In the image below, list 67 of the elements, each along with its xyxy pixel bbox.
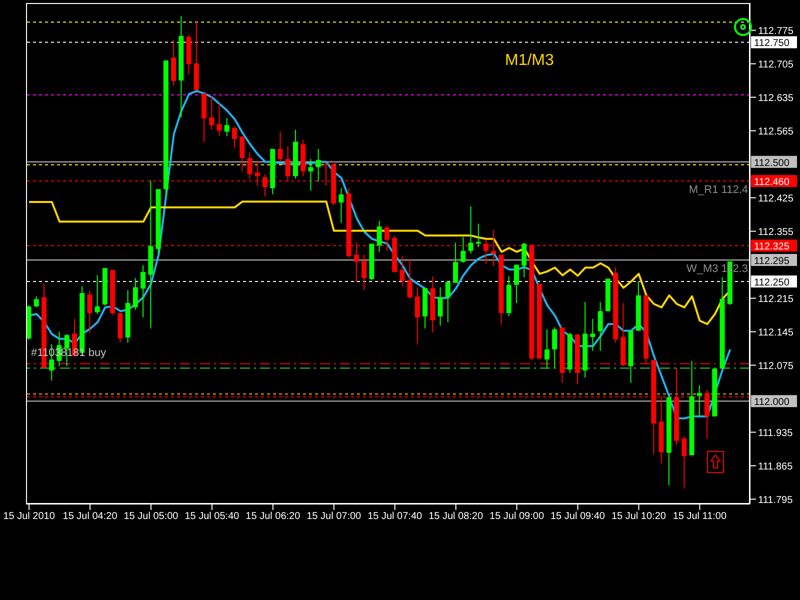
candlestick xyxy=(514,264,519,304)
y-tick-label: 112.565 xyxy=(758,126,794,138)
y-tick-label: 112.635 xyxy=(758,92,794,104)
candlestick xyxy=(216,102,222,137)
candlestick xyxy=(278,131,283,162)
x-tick-label: 15 Jul 05:40 xyxy=(184,511,240,522)
candlestick xyxy=(407,258,412,300)
candlestick xyxy=(338,188,344,224)
text: M1/M3 xyxy=(505,52,554,70)
x-tick-label: 15 Jul 09:40 xyxy=(550,511,606,522)
candlestick xyxy=(240,136,245,172)
x-tick-label: 15 Jul 10:20 xyxy=(611,511,666,522)
ref-line-label: 112.000 xyxy=(754,397,790,408)
candlestick xyxy=(414,286,420,346)
x-tick-label: 15 Jul 09:00 xyxy=(490,511,544,522)
ref-line-label: 112.500 xyxy=(754,158,790,169)
x-tick-label: 15 Jul 07:00 xyxy=(306,511,362,522)
candlestick xyxy=(171,40,176,86)
candlestick xyxy=(453,242,458,284)
ref-line-label: 112.325 xyxy=(754,242,790,253)
annotation: M_R1 112.4 xyxy=(688,184,748,196)
candlestick xyxy=(522,242,527,278)
y-tick-label: 112.705 xyxy=(758,59,794,70)
x-tick-label: 15 Jul 2010 xyxy=(3,511,56,522)
ref-line-label: 112.250 xyxy=(754,277,790,288)
candlestick xyxy=(552,326,558,370)
candlestick xyxy=(460,236,466,264)
candlestick xyxy=(132,278,138,310)
candlestick xyxy=(94,274,100,315)
candlestick xyxy=(384,225,390,252)
candlestick xyxy=(316,148,321,182)
y-tick-label: 111.865 xyxy=(758,461,794,472)
candlestick xyxy=(438,286,443,326)
ref-line-label: 112.295 xyxy=(754,256,790,267)
ref-line-label: 112.460 xyxy=(754,177,790,188)
candlestick xyxy=(140,264,146,318)
y-tick-label: 112.075 xyxy=(758,360,794,372)
candlestick xyxy=(682,436,687,490)
candlestick xyxy=(34,296,39,308)
candlestick xyxy=(209,96,214,130)
ref-line-label: 112.750 xyxy=(754,38,790,50)
y-tick-label: 111.935 xyxy=(758,428,794,439)
y-tick-label: 112.355 xyxy=(758,226,794,238)
candlestick xyxy=(362,254,367,291)
x-tick-label: 15 Jul 08:20 xyxy=(428,511,484,522)
y-tick-label: 111.795 xyxy=(758,494,794,506)
y-tick-label: 112.145 xyxy=(758,327,794,338)
candlestick xyxy=(87,290,92,334)
candlestick xyxy=(468,206,474,254)
x-tick-label: 15 Jul 11:00 xyxy=(672,511,728,522)
y-tick-label: 112.425 xyxy=(758,193,794,204)
candlestick xyxy=(590,318,596,352)
x-tick-label: 15 Jul 04:20 xyxy=(62,511,118,522)
candlestick xyxy=(224,117,230,137)
candlestick xyxy=(696,384,702,417)
candlestick xyxy=(598,302,603,352)
candlestick xyxy=(232,126,238,148)
x-tick-label: 15 Jul 07:40 xyxy=(368,511,423,522)
y-tick-label: 112.775 xyxy=(758,26,794,37)
x-tick-label: 15 Jul 06:20 xyxy=(246,511,301,522)
candlestick xyxy=(308,158,314,192)
y-tick-label: 112.215 xyxy=(758,294,794,305)
candlestick xyxy=(400,255,405,287)
candlestick xyxy=(376,220,382,252)
x-tick-label: 15 Jul 05:00 xyxy=(124,511,179,522)
candlestick xyxy=(445,280,450,323)
candlestick xyxy=(544,328,550,370)
